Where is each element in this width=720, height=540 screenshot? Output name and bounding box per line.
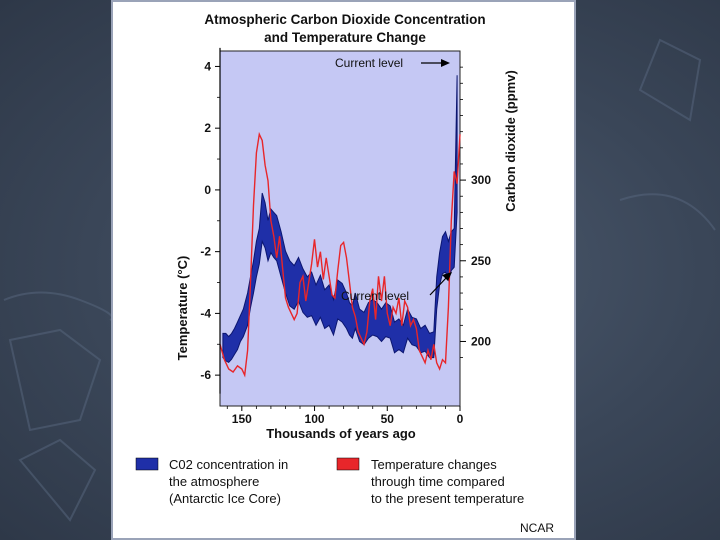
x-tick-label: 50 [381,412,395,426]
annotation-co2-current-level: Current level [335,56,403,70]
y-left-tick-label: -6 [200,368,211,382]
y-left-tick-label: -2 [200,245,211,259]
annotation-temp-current-level: Current level [341,289,409,303]
annotation-co2-arrowhead [441,59,450,67]
x-tick-label: 0 [457,412,464,426]
y-right-tick-label: 300 [471,173,491,187]
y-left-tick-label: 0 [204,183,211,197]
annotation-temp-arrowhead [442,272,452,281]
credit-label: NCAR [520,521,554,535]
series-temperature-line [219,131,461,378]
y-left-tick-label: -4 [200,306,211,320]
y-left-tick-label: 2 [204,121,211,135]
legend-swatch-co2 [135,457,159,471]
legend-temp-line2: through time compared [371,474,505,489]
y-right-axis-label: Carbon dioxide (ppmv) [503,70,518,212]
chart-title-line1: Atmospheric Carbon Dioxide Concentration [204,12,485,27]
plot-area [219,50,461,407]
legend-co2-line2: the atmosphere [169,474,259,489]
legend-co2-line1: C02 concentration in [169,457,288,472]
y-left-axis-label: Temperature (°C) [175,256,190,361]
legend-swatch-temperature [336,457,360,471]
y-left-tick-label: 4 [204,59,211,73]
chart: Atmospheric Carbon Dioxide Concentration… [135,12,554,535]
x-axis-label: Thousands of years ago [266,426,416,441]
chart-title-line2: and Temperature Change [264,30,426,45]
series-co2-band [222,75,458,364]
x-tick-label: 100 [305,412,325,426]
x-tick-label: 150 [232,412,252,426]
y-right-tick-label: 200 [471,334,491,348]
legend-co2-line3: (Antarctic Ice Core) [169,491,281,506]
figure-panel: Atmospheric Carbon Dioxide Concentration… [111,0,576,540]
annotation-temp-arrow [429,276,448,296]
legend-temp-line1: Temperature changes [371,457,497,472]
y-right-tick-label: 250 [471,254,491,268]
legend-temp-line3: to the present temperature [371,491,524,506]
